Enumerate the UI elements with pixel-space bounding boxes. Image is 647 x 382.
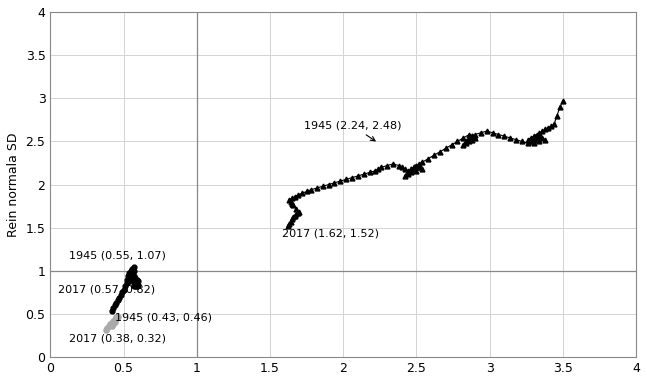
Y-axis label: Rein normala SD: Rein normala SD xyxy=(7,132,20,237)
Text: 1945 (0.43, 0.46): 1945 (0.43, 0.46) xyxy=(115,313,212,323)
Text: 1945 (2.24, 2.48): 1945 (2.24, 2.48) xyxy=(303,120,401,141)
Point xyxy=(107,323,117,329)
Text: 2017 (0.38, 0.32): 2017 (0.38, 0.32) xyxy=(69,333,166,344)
Point xyxy=(105,321,116,327)
Point xyxy=(109,316,120,322)
Point xyxy=(102,325,113,331)
Point xyxy=(101,327,111,333)
Point xyxy=(108,318,118,324)
Text: 1945 (0.55, 1.07): 1945 (0.55, 1.07) xyxy=(69,251,166,261)
Point xyxy=(104,323,114,329)
Point xyxy=(111,316,122,322)
Point xyxy=(107,320,117,326)
Text: 2017 (1.62, 1.52): 2017 (1.62, 1.52) xyxy=(281,228,378,238)
Point xyxy=(108,321,118,327)
Text: 2017 (0.57, 0.82): 2017 (0.57, 0.82) xyxy=(58,285,155,295)
Point xyxy=(113,314,123,320)
Point xyxy=(111,314,122,320)
Point xyxy=(109,319,120,325)
